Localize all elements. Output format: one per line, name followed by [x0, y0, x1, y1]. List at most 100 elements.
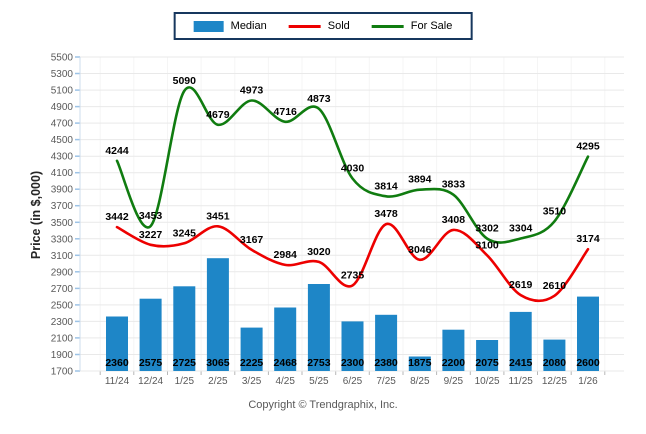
x-tick-label: 1/25 [175, 376, 195, 387]
line-value-label: 4030 [341, 163, 365, 175]
legend-label-median: Median [230, 20, 267, 32]
legend-item-median: Median [193, 20, 267, 32]
line-value-label: 3174 [576, 233, 600, 245]
y-tick-label: 3300 [51, 234, 74, 245]
legend-item-forsale: For Sale [371, 20, 452, 32]
x-tick-label: 4/25 [275, 376, 295, 387]
bar-median [442, 329, 465, 371]
bar-value-label: 2600 [576, 357, 600, 369]
bar-value-label: 2300 [341, 357, 365, 369]
legend-item-sold: Sold [288, 20, 350, 32]
y-tick-label: 4900 [51, 102, 74, 113]
line-value-label: 2984 [274, 249, 298, 261]
x-tick-label: 7/25 [376, 376, 396, 387]
forsale-line-swatch-icon [371, 24, 404, 28]
x-tick-label: 5/25 [309, 376, 329, 387]
bar-median [341, 321, 364, 371]
bar-median [543, 339, 566, 371]
y-tick-label: 2700 [51, 284, 74, 295]
x-tick-label: 12/25 [542, 376, 567, 387]
sold-line [115, 222, 590, 303]
y-tick-label: 3700 [51, 201, 74, 212]
y-tick-label: 2300 [51, 317, 74, 328]
x-tick-label: 1/26 [578, 376, 598, 387]
x-tick-label: 12/24 [138, 376, 163, 387]
line-value-label: 3100 [475, 239, 499, 251]
line-value-label: 3453 [139, 210, 163, 222]
line-value-label: 2610 [543, 280, 567, 292]
y-axis-title: Price (in $,000) [29, 170, 43, 260]
y-tick-label: 3500 [51, 218, 74, 229]
line-value-label: 3442 [105, 211, 129, 223]
x-tick-label: 9/25 [444, 376, 464, 387]
line-value-label: 3814 [374, 180, 398, 192]
line-value-label: 3510 [543, 205, 567, 217]
y-tick-label: 2900 [51, 267, 74, 278]
bar-value-label: 2080 [543, 357, 567, 369]
bar-value-label: 2753 [307, 357, 331, 369]
bar-median [476, 340, 499, 371]
line-value-label: 3304 [509, 223, 533, 235]
bar-median [307, 284, 330, 371]
x-tick-label: 8/25 [410, 376, 430, 387]
y-tick-label: 4100 [51, 168, 74, 179]
line-value-label: 3408 [442, 214, 466, 226]
y-tick-label: 2500 [51, 300, 74, 311]
bar-median [240, 327, 263, 371]
line-value-label: 3302 [475, 223, 499, 235]
line-value-label: 2619 [509, 279, 533, 291]
bar-value-label: 2415 [509, 357, 533, 369]
y-tick-label: 5300 [51, 69, 74, 80]
y-tick-label: 4300 [51, 152, 74, 163]
bar-median [408, 356, 431, 371]
y-tick-label: 3100 [51, 251, 74, 262]
x-tick-label: 6/25 [343, 376, 363, 387]
line-value-label: 3167 [240, 234, 264, 246]
y-tick-label: 2100 [51, 333, 74, 344]
line-value-label: 3451 [206, 210, 230, 222]
x-tick-label: 11/24 [105, 376, 130, 387]
line-value-label: 3020 [307, 246, 331, 258]
bar-median [106, 316, 128, 371]
bar-median [577, 296, 599, 371]
line-value-label: 4716 [274, 106, 298, 118]
y-tick-label: 4700 [51, 119, 74, 130]
sold-line-swatch-icon [288, 24, 321, 28]
line-value-label: 3046 [408, 244, 432, 256]
line-value-label: 3478 [374, 208, 398, 220]
x-tick-label: 2/25 [208, 376, 228, 387]
bar-value-label: 2725 [173, 357, 197, 369]
bar-value-label: 2575 [139, 357, 163, 369]
x-tick-label: 3/25 [242, 376, 262, 387]
bar-median [173, 286, 196, 371]
line-value-label: 3894 [408, 174, 432, 186]
line-value-label: 2735 [341, 270, 365, 282]
forsale-line [115, 86, 590, 244]
y-tick-label: 3900 [51, 185, 74, 196]
bar-value-label: 1875 [408, 357, 432, 369]
line-value-label: 4295 [576, 141, 600, 153]
bar-value-label: 2075 [475, 357, 499, 369]
line-value-label: 5090 [173, 75, 197, 87]
bar-value-label: 2200 [442, 357, 466, 369]
line-value-label: 4873 [307, 93, 331, 105]
x-tick-label: 11/25 [509, 376, 534, 387]
x-tick-label: 10/25 [475, 376, 500, 387]
line-value-label: 4973 [240, 85, 264, 97]
line-value-label: 3245 [173, 227, 197, 239]
bar-value-label: 2468 [274, 357, 298, 369]
line-value-label: 3227 [139, 229, 163, 241]
y-tick-label: 4500 [51, 135, 74, 146]
bar-value-label: 2225 [240, 357, 264, 369]
bar-value-label: 2380 [374, 357, 398, 369]
legend-label-sold: Sold [327, 20, 350, 32]
copyright-text: Copyright © Trendgraphix, Inc. [248, 399, 398, 411]
median-bar-swatch-icon [193, 20, 224, 32]
y-tick-label: 1900 [51, 350, 74, 361]
line-value-label: 4679 [206, 109, 230, 121]
line-value-label: 4244 [105, 145, 129, 157]
bar-median [375, 314, 398, 371]
bar-value-label: 3065 [206, 357, 230, 369]
